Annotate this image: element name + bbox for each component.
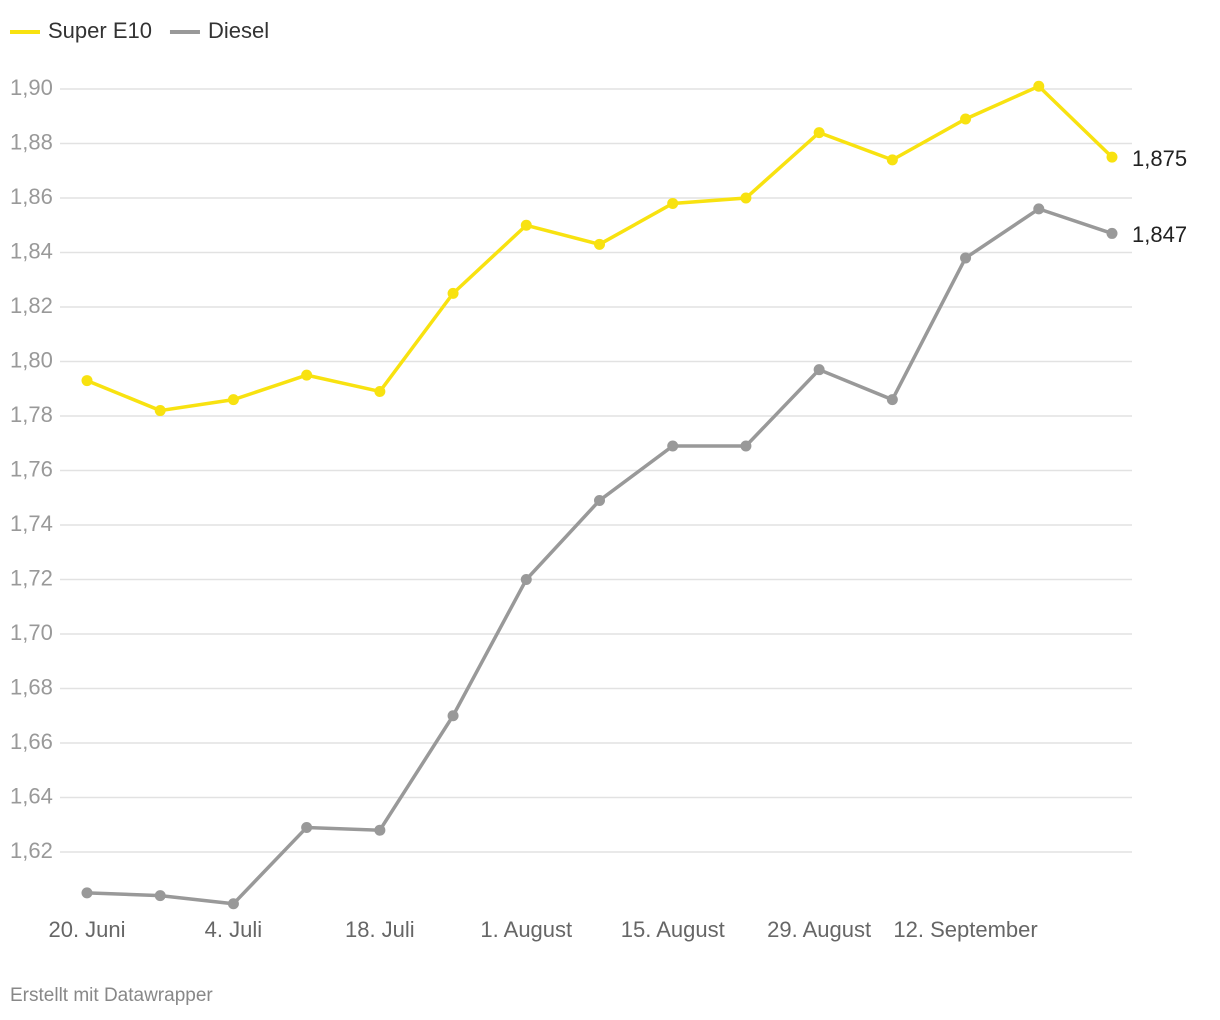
point [154,405,166,417]
y-tick-label: 1,76 [10,456,53,481]
value-label: 1,847 [1132,222,1187,247]
point [740,192,752,204]
y-tick-label: 1,78 [10,402,53,427]
x-tick-label: 18. Juli [345,917,415,942]
y-tick-label: 1,62 [10,838,53,863]
y-tick-label: 1,72 [10,565,53,590]
y-tick-label: 1,88 [10,129,53,154]
point [960,113,972,125]
y-tick-label: 1,90 [10,75,53,100]
point [447,710,459,722]
legend-label: Super E10 [48,18,152,43]
point [301,369,313,381]
point [520,219,532,231]
point [227,394,239,406]
point [594,238,605,250]
point [1106,227,1118,239]
point [813,127,825,139]
point [374,385,386,397]
point [740,440,752,452]
x-tick-label: 4. Juli [205,917,262,942]
y-tick-label: 1,70 [10,620,53,645]
point [1033,203,1045,215]
x-tick-label: 20. Juni [48,917,125,942]
y-tick-label: 1,82 [10,293,53,318]
point [813,364,825,376]
point [520,574,532,585]
point [227,898,239,910]
source: Erstellt mit Datawrapper [10,985,213,1006]
point [1106,151,1118,163]
legend-label: Diesel [208,18,269,43]
point [594,494,605,506]
y-tick-label: 1,68 [10,674,53,699]
point [886,154,898,166]
y-tick-label: 1,86 [10,184,53,209]
point [1033,80,1045,92]
point [960,252,972,264]
point [301,821,313,833]
point [667,197,679,209]
x-tick-label: 1. August [480,917,572,942]
point [667,440,679,452]
point [447,287,459,299]
x-tick-label: 29. August [767,917,871,942]
y-tick-label: 1,80 [10,347,53,372]
point [81,887,93,899]
point [154,890,166,902]
point [81,375,93,387]
line [86,206,1113,906]
y-tick-label: 1,64 [10,783,53,808]
value-label: 1,875 [1132,146,1187,171]
x-tick-label: 12. September [893,917,1037,942]
point [886,394,898,406]
point [374,824,386,836]
y-tick-label: 1,66 [10,729,53,754]
y-tick-label: 1,74 [10,511,53,536]
x-tick-label: 15. August [621,917,725,942]
y-tick-label: 1,84 [10,238,53,263]
